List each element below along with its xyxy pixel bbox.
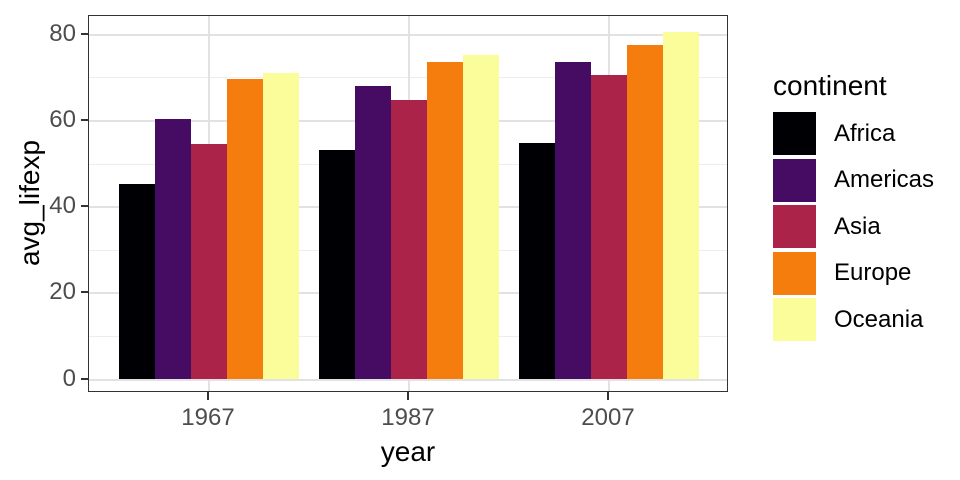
x-tick-label: 2007 (581, 404, 635, 431)
legend-label-europe: Europe (834, 259, 912, 286)
bar-asia-2007 (591, 74, 627, 380)
bar-asia-1987 (391, 99, 427, 380)
bar-africa-1967 (119, 184, 155, 380)
x-tick-label: 1987 (381, 404, 435, 431)
legend-item-asia: Asia (773, 205, 934, 248)
legend-swatch-africa (773, 112, 816, 155)
y-tick-label: 60 (49, 105, 76, 133)
legend-label-asia: Asia (834, 212, 881, 240)
legend-item-oceania: Oceania (773, 298, 934, 341)
x-axis-tick (407, 392, 409, 400)
x-tick-label: 1967 (181, 404, 235, 431)
bar-americas-1987 (355, 85, 391, 380)
y-tick-label: 0 (62, 364, 76, 392)
y-tick-label: 40 (49, 192, 76, 220)
plot-panel (88, 15, 728, 392)
legend-title: continent (773, 70, 887, 101)
legend-swatch-oceania (773, 298, 816, 341)
bar-oceania-2007 (663, 31, 699, 380)
legend-items: Africa Americas Asia Europe Oceania (773, 112, 934, 341)
y-axis-tick (81, 205, 89, 208)
x-axis-tick (607, 392, 609, 400)
y-axis-tick (81, 291, 89, 294)
legend-swatch-asia (773, 205, 816, 248)
bar-europe-2007 (627, 45, 663, 380)
legend-label-americas: Americas (834, 166, 935, 193)
bar-oceania-1987 (463, 54, 499, 380)
x-axis-title: year (380, 436, 436, 467)
legend-label-africa: Africa (834, 119, 896, 147)
y-axis-tick (81, 118, 89, 121)
legend-item-europe: Europe (773, 251, 934, 295)
legend-swatch-europe (773, 251, 816, 295)
bar-africa-2007 (519, 143, 555, 380)
bar-americas-2007 (555, 62, 591, 380)
y-axis-tick (81, 32, 89, 35)
bar-asia-1967 (191, 143, 227, 380)
bar-europe-1987 (427, 62, 463, 380)
x-axis-tick (207, 392, 209, 400)
legend-swatch-americas (773, 158, 816, 202)
legend-item-americas: Americas (773, 158, 935, 202)
legend-item-africa: Africa (773, 112, 934, 155)
bar-oceania-1967 (263, 73, 299, 380)
bar-americas-1967 (155, 119, 191, 380)
y-axis-title: avg_lifexp (14, 139, 45, 267)
legend: continent Africa Americas Asia Europe Oceani… (773, 70, 934, 345)
y-tick-label: 80 (49, 19, 76, 47)
y-axis-tick (81, 377, 89, 380)
bar-africa-1987 (319, 149, 355, 380)
legend-label-oceania: Oceania (834, 305, 924, 333)
y-tick-label: 20 (49, 278, 76, 306)
bar-europe-1967 (227, 79, 263, 380)
